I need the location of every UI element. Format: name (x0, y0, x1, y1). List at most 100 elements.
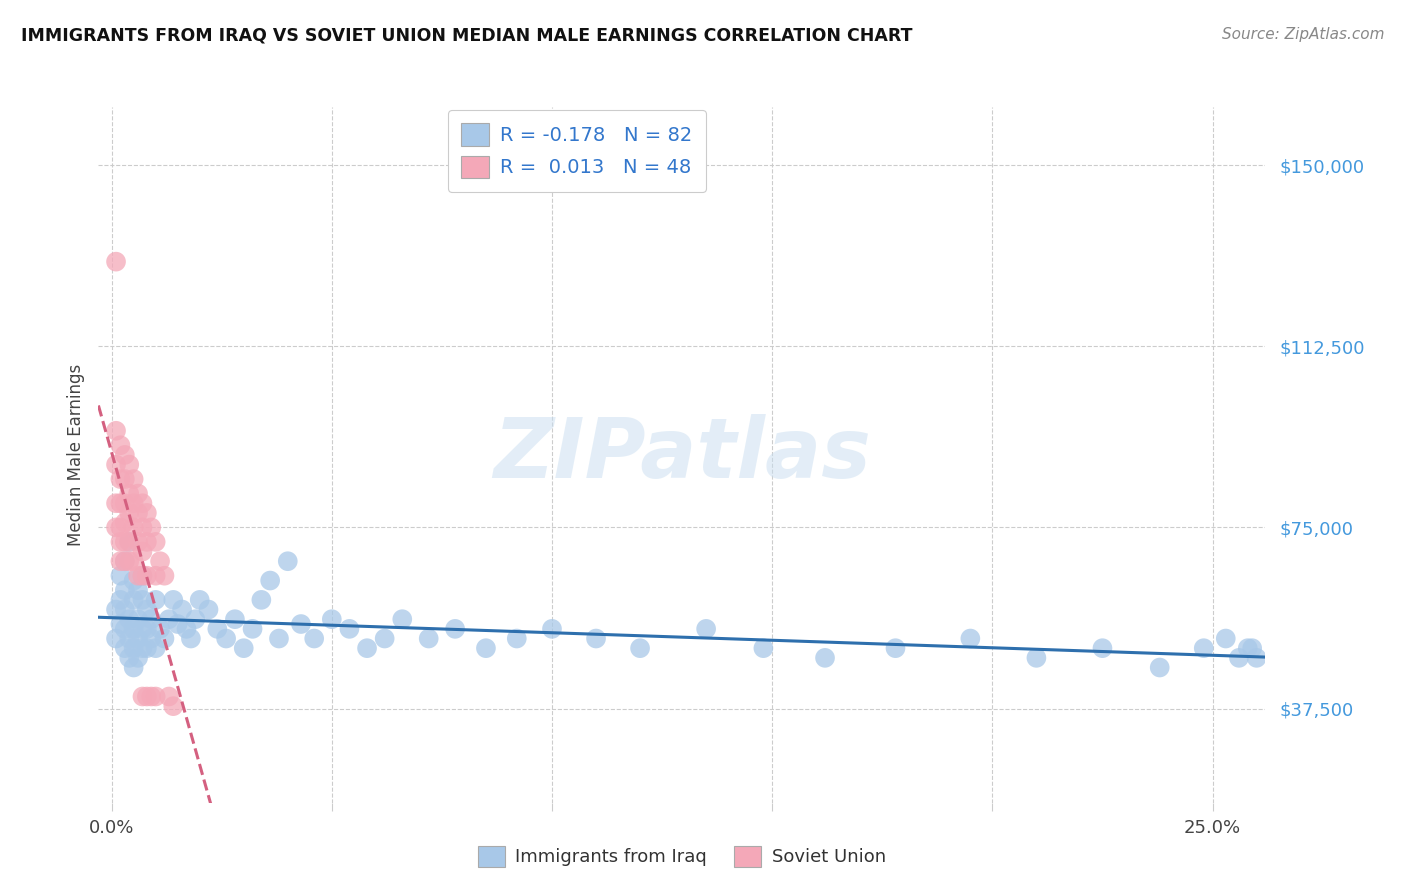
Point (131, 592, 153, 607)
Point (145, 568, 167, 582)
Point (1192, 641, 1215, 656)
Point (277, 554, 299, 568)
Point (232, 641, 254, 656)
Point (122, 622, 145, 636)
Point (118, 534, 141, 549)
Point (1236, 641, 1258, 656)
Point (197, 602, 219, 616)
Point (145, 690, 167, 704)
Point (105, 424, 128, 438)
Point (105, 254, 128, 268)
Point (141, 632, 163, 646)
Point (141, 612, 163, 626)
Point (145, 592, 167, 607)
Point (110, 568, 132, 582)
Point (135, 602, 157, 616)
Point (162, 699, 184, 714)
Point (135, 506, 157, 520)
Point (131, 544, 153, 558)
Point (215, 632, 238, 646)
Point (110, 438, 132, 452)
Y-axis label: Median Male Earnings: Median Male Earnings (67, 364, 86, 546)
Point (114, 448, 136, 462)
Point (475, 641, 498, 656)
Point (814, 651, 837, 665)
Point (141, 520, 163, 534)
Point (131, 496, 153, 510)
Point (131, 622, 153, 636)
Point (114, 583, 136, 598)
Point (110, 520, 132, 534)
Point (114, 472, 136, 486)
Point (959, 632, 981, 646)
Point (149, 622, 172, 636)
Point (224, 612, 246, 626)
Point (110, 496, 132, 510)
Point (110, 554, 132, 568)
Point (127, 632, 149, 646)
Point (153, 632, 176, 646)
Point (110, 472, 132, 486)
Point (114, 554, 136, 568)
Text: ZIPatlas: ZIPatlas (494, 415, 870, 495)
Point (131, 568, 153, 582)
Point (127, 568, 149, 582)
Text: Source: ZipAtlas.com: Source: ZipAtlas.com (1222, 27, 1385, 42)
Point (135, 622, 157, 636)
Point (110, 592, 132, 607)
Point (157, 690, 180, 704)
Point (122, 496, 145, 510)
Point (122, 660, 145, 674)
Point (207, 622, 229, 636)
Point (118, 458, 141, 472)
Point (506, 632, 529, 646)
Point (180, 632, 202, 646)
Point (628, 641, 651, 656)
Point (105, 458, 128, 472)
Point (105, 520, 128, 534)
Point (884, 641, 907, 656)
Point (110, 534, 132, 549)
Point (149, 554, 172, 568)
Point (118, 486, 141, 500)
Point (339, 622, 361, 636)
Point (141, 690, 163, 704)
Point (114, 622, 136, 636)
Point (242, 622, 264, 636)
Point (127, 506, 149, 520)
Point (250, 592, 273, 607)
Point (752, 641, 775, 656)
Point (114, 534, 136, 549)
Point (122, 472, 145, 486)
Point (131, 568, 153, 582)
Point (127, 534, 149, 549)
Point (184, 612, 207, 626)
Point (118, 651, 141, 665)
Point (114, 641, 136, 656)
Point (188, 592, 211, 607)
Point (321, 612, 343, 626)
Point (110, 617, 132, 632)
Point (122, 574, 145, 588)
Point (391, 612, 413, 626)
Point (1246, 651, 1268, 665)
Point (114, 516, 136, 530)
Point (302, 632, 325, 646)
Point (131, 690, 153, 704)
Point (105, 496, 128, 510)
Point (122, 592, 145, 607)
Point (114, 602, 136, 616)
Point (145, 641, 167, 656)
Point (131, 520, 153, 534)
Point (166, 617, 188, 632)
Point (135, 690, 157, 704)
Point (1025, 651, 1047, 665)
Point (1215, 632, 1237, 646)
Point (541, 622, 564, 636)
Point (1149, 660, 1171, 674)
Point (127, 486, 149, 500)
Point (127, 612, 149, 626)
Point (1091, 641, 1114, 656)
Point (356, 641, 378, 656)
Point (122, 520, 145, 534)
